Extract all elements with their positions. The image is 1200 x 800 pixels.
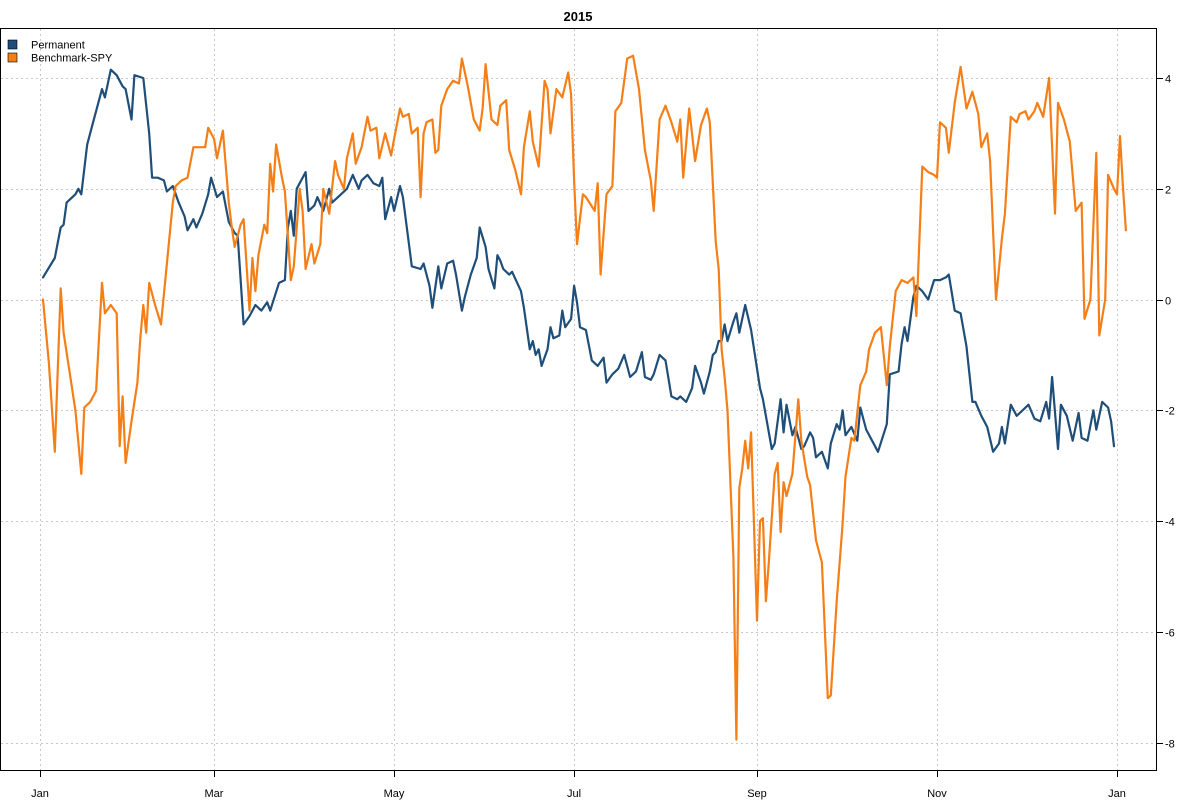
legend-label-permanent: Permanent [31,40,85,52]
legend-label-benchmark-spy: Benchmark-SPY [31,53,113,65]
x-tick-label: Nov [927,788,947,800]
y-tick-label: 4 [1165,74,1171,86]
y-tick-label: 0 [1165,296,1171,308]
grid [1,29,1157,771]
y-tick-label: -6 [1165,628,1175,640]
y-axis: 4 2 0 -2 -4 -6 -8 [1157,74,1175,751]
x-tick-label: Mar [205,788,224,800]
y-tick-label: -8 [1165,739,1175,751]
x-tick-label: Jan [1108,788,1126,800]
x-axis: Jan Mar May Jul Sep Nov Jan [31,771,1126,800]
x-tick-label: Jan [31,788,49,800]
x-tick-label: May [384,788,405,800]
y-tick-label: -4 [1165,517,1175,529]
y-tick-label: 2 [1165,185,1171,197]
chart-title: 2015 [564,9,593,24]
plot-frame [0,28,1157,771]
series-line-benchmark-spy [41,54,1128,741]
legend-swatch-permanent [7,39,18,50]
y-tick-label: -2 [1165,406,1175,418]
legend-swatch-benchmark-spy [7,52,18,63]
x-tick-label: Jul [567,788,581,800]
x-tick-label: Sep [747,788,767,800]
series-layer [41,54,1128,741]
